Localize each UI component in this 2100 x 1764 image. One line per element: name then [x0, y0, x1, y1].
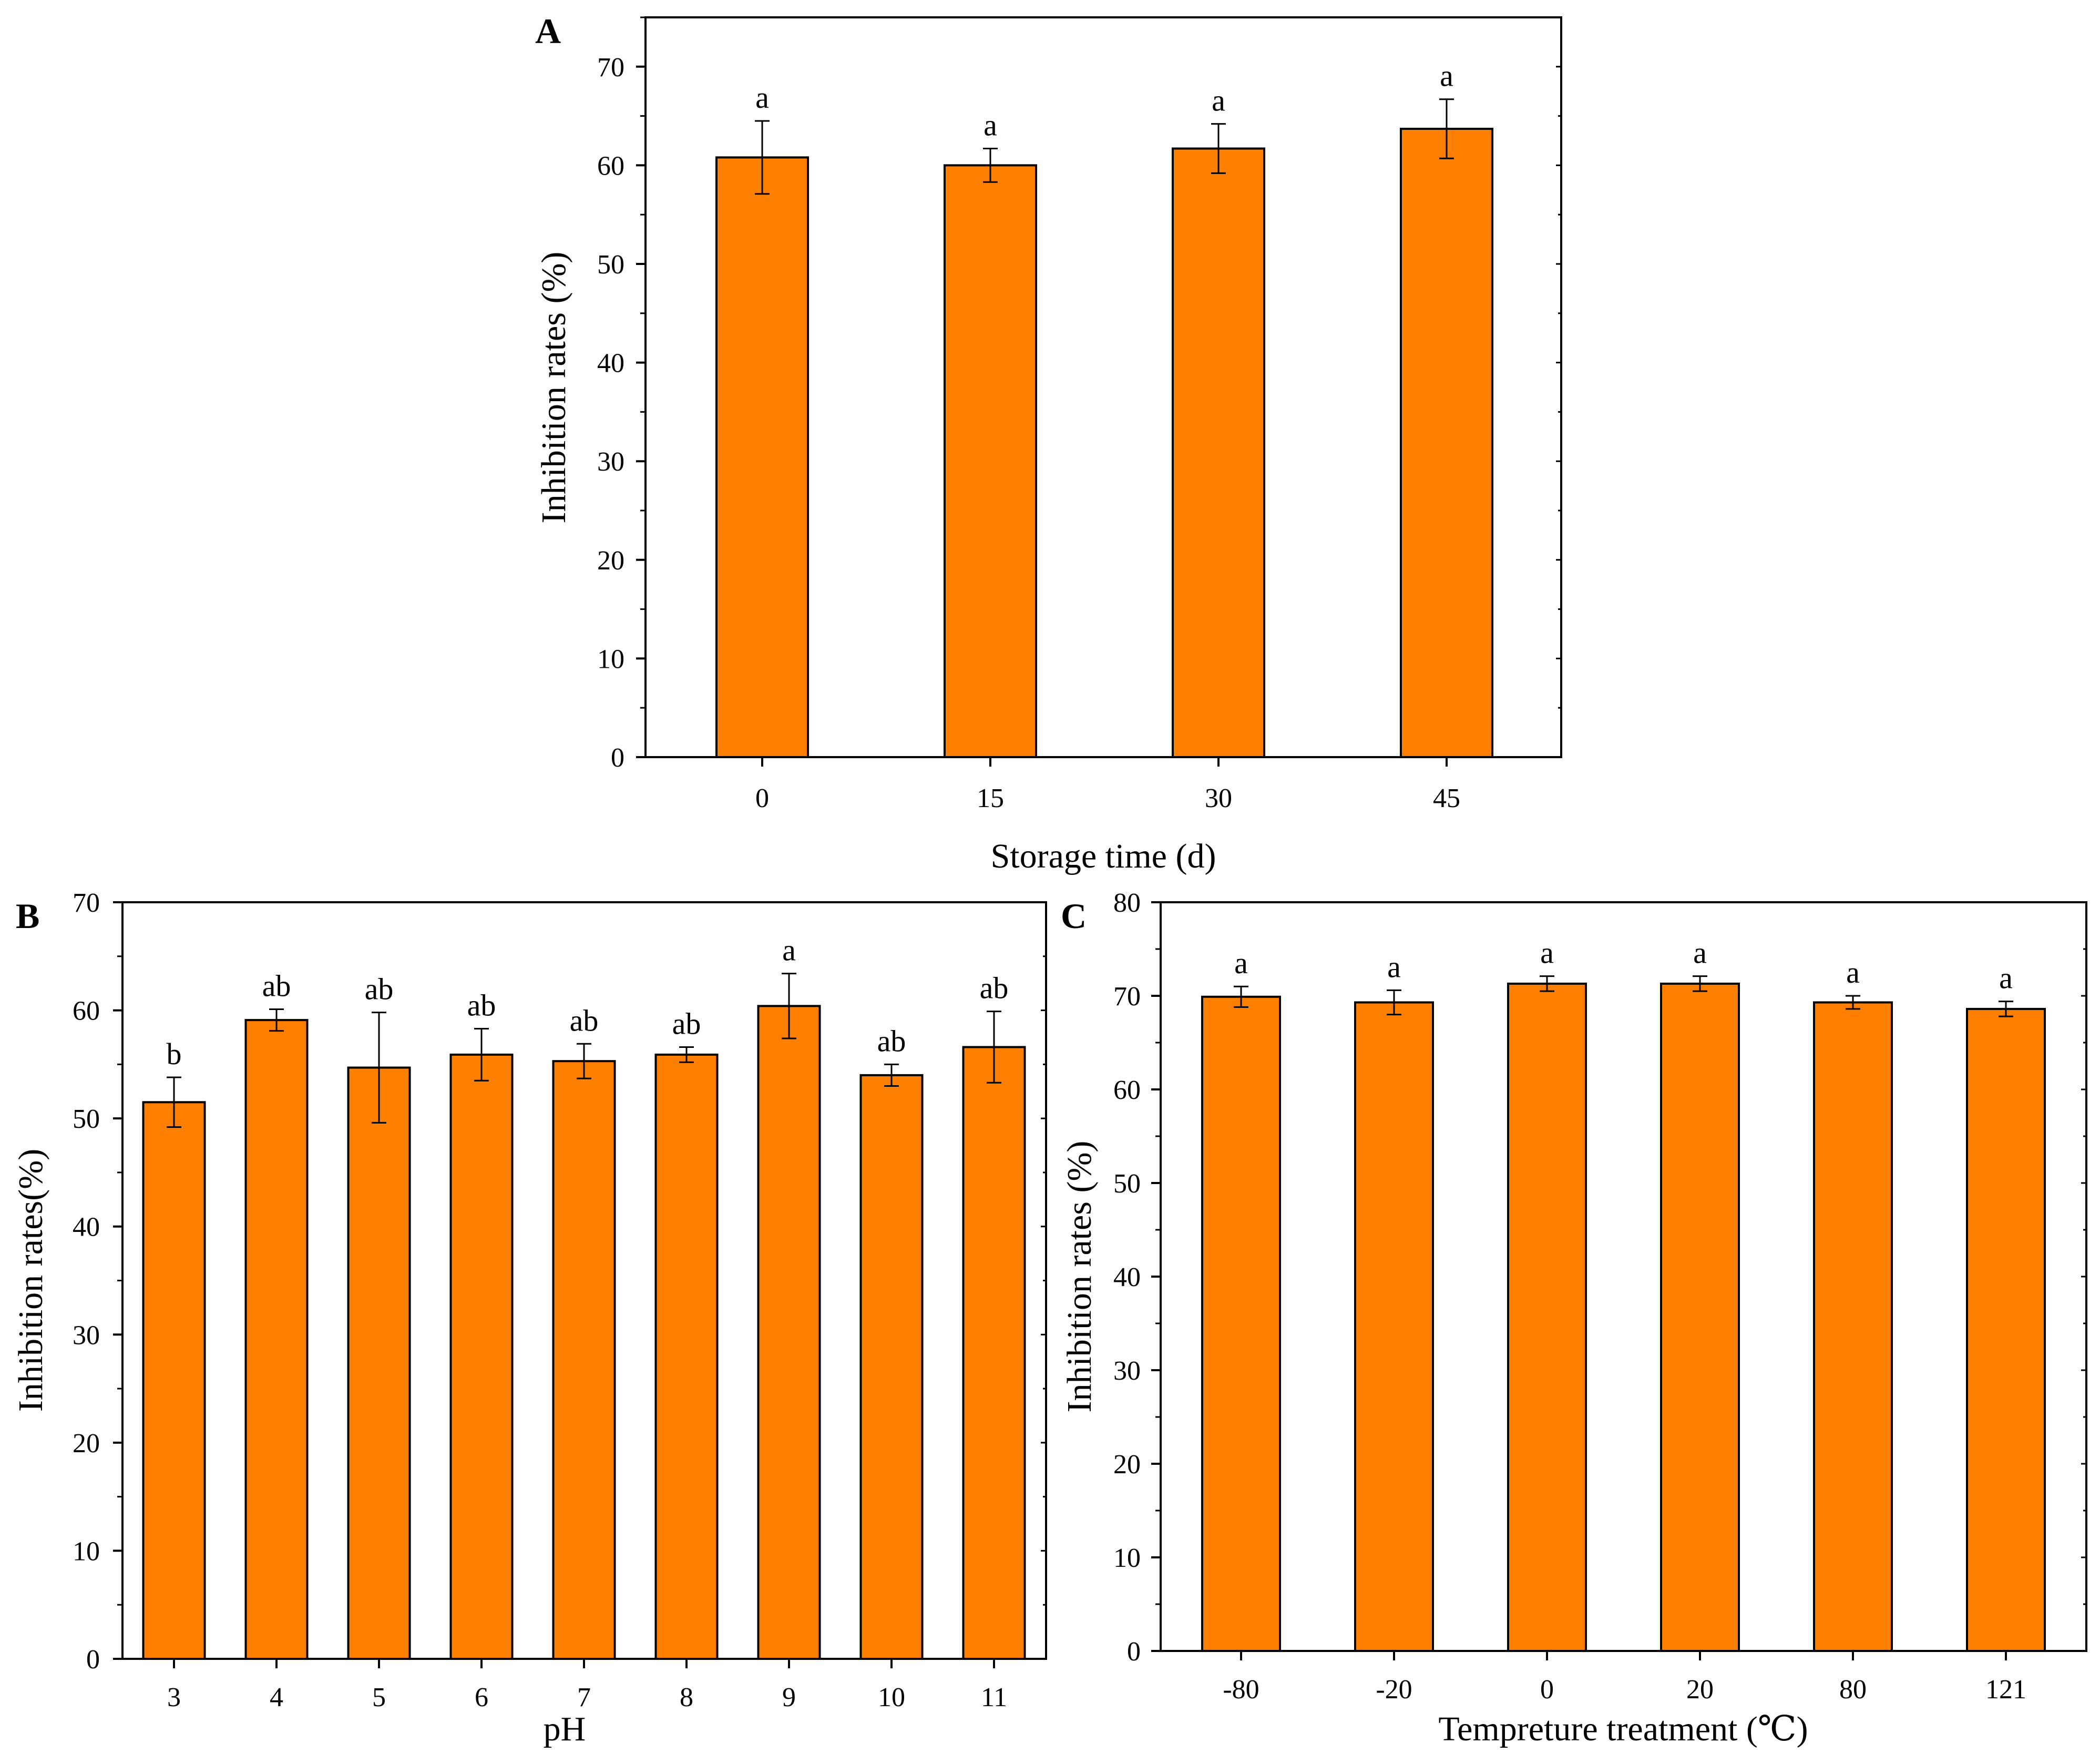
chart-b-y-tick-label: 40 [73, 1212, 100, 1242]
chart-c-significance-label: a [1693, 936, 1707, 970]
chart-a-significance-label: a [984, 108, 997, 142]
chart-b-significance-label: ab [467, 988, 496, 1023]
chart-c-significance-label: a [1540, 936, 1554, 970]
chart-c-significance-label: a [1846, 955, 1860, 990]
chart-b-x-tick-label: 9 [782, 1683, 796, 1712]
chart-b-significance-label: ab [365, 972, 394, 1006]
chart-c-y-tick-label: 0 [1127, 1637, 1141, 1667]
chart-a-y-tick-label: 0 [611, 743, 624, 773]
chart-a-y-tick-label: 50 [597, 250, 624, 280]
chart-b-bar [654, 1053, 719, 1660]
chart-c-y-axis-title: Inhibition rates (%) [1060, 1141, 1099, 1413]
chart-a-y-tick-label: 40 [597, 349, 624, 379]
chart-c-y-tick-label: 80 [1113, 888, 1141, 918]
chart-a-bar [715, 156, 809, 759]
chart-a-y-tick-label: 70 [597, 53, 624, 83]
chart-c-panel: a -80 a -20 a 0 a 20 a 80 a 121 0 10 20 30 40 50 60 70 80 Tem… [1060, 888, 2087, 1748]
chart-b-y-axis-title: Inhibition rates(%) [12, 1149, 50, 1412]
chart-a-bar [1400, 127, 1493, 758]
chart-c-significance-label: a [1999, 961, 2013, 995]
chart-c-x-tick-label: 80 [1839, 1675, 1867, 1705]
chart-b-x-tick-label: 11 [981, 1683, 1007, 1712]
chart-b-bar [244, 1019, 309, 1660]
chart-a-y-tick-label: 60 [597, 151, 624, 181]
chart-b-x-tick-label: 6 [475, 1683, 488, 1712]
chart-a-bar [1172, 147, 1265, 758]
chart-b-significance-label: ab [877, 1024, 906, 1058]
chart-b-significance-label: ab [980, 971, 1009, 1005]
chart-a-bar [944, 164, 1037, 758]
chart-c-y-tick-label: 10 [1113, 1543, 1141, 1573]
chart-a-significance-label: a [1440, 59, 1453, 93]
chart-c-y-tick-label: 20 [1113, 1450, 1141, 1480]
chart-a-y-tick-label: 20 [597, 546, 624, 576]
chart-a-x-axis-title: Storage time (d) [991, 837, 1216, 875]
chart-c-significance-label: a [1387, 950, 1401, 984]
chart-a-x-tick-label: 30 [1205, 783, 1232, 813]
chart-c-x-tick-label: 20 [1686, 1675, 1714, 1705]
chart-c-y-tick-label: 60 [1113, 1075, 1141, 1105]
chart-a-axes-frame [644, 16, 1562, 758]
chart-b-significance-label: ab [672, 1006, 701, 1041]
chart-b-bar [859, 1074, 924, 1660]
chart-c-axes-frame [1160, 901, 2087, 1652]
chart-b-x-tick-label: 3 [167, 1683, 181, 1712]
chart-b-bar [552, 1060, 616, 1660]
chart-b-bar [962, 1046, 1026, 1660]
chart-c-bar [1813, 1001, 1893, 1652]
chart-b-x-axis-title: pH [544, 1710, 586, 1748]
chart-b-x-tick-label: 7 [577, 1683, 591, 1712]
chart-b-significance-label: ab [570, 1003, 599, 1037]
chart-a-x-tick-label: 15 [977, 783, 1004, 813]
chart-c-x-tick-label: 121 [1985, 1675, 2026, 1705]
chart-c-panel-letter: C [1061, 896, 1087, 936]
chart-a-significance-label: a [755, 80, 769, 115]
chart-c-bar [1660, 982, 1740, 1652]
chart-a-significance-label: a [1212, 84, 1225, 118]
chart-a-x-tick-label: 0 [755, 783, 769, 813]
chart-b-bar [347, 1066, 411, 1660]
chart-b-y-tick-label: 20 [73, 1429, 100, 1459]
chart-b-significance-label: a [782, 933, 796, 967]
chart-c-x-tick-label: -20 [1376, 1675, 1412, 1705]
chart-b-y-tick-label: 10 [73, 1536, 100, 1566]
chart-b-x-tick-label: 4 [270, 1683, 283, 1712]
chart-c-x-tick-label: -80 [1223, 1675, 1259, 1705]
chart-c-y-tick-label: 50 [1113, 1169, 1141, 1199]
chart-c-x-axis-title: Tempreture treatment (℃) [1438, 1710, 1808, 1748]
chart-b-y-tick-label: 60 [73, 996, 100, 1026]
chart-b-bar [757, 1005, 821, 1660]
chart-c-y-tick-label: 30 [1113, 1356, 1141, 1386]
chart-c-bar [1201, 995, 1281, 1652]
chart-c-y-tick-label: 40 [1113, 1262, 1141, 1292]
chart-a-y-axis-title: Inhibition rates (%) [535, 252, 573, 524]
chart-b-panel: b 3 ab 4 ab 5 ab 6 ab 7 ab 8 a 9 ab 10 ab 11 0 10 20 30 40 50 60… [12, 888, 1047, 1748]
chart-b-x-tick-label: 8 [680, 1683, 693, 1712]
chart-c-y-tick-label: 70 [1113, 982, 1141, 1012]
chart-b-significance-label: b [167, 1037, 182, 1071]
chart-b-y-tick-label: 0 [86, 1645, 100, 1675]
chart-a-panel-letter: A [535, 11, 561, 51]
chart-c-bar [1354, 1001, 1434, 1652]
chart-b-x-tick-label: 10 [878, 1683, 905, 1712]
chart-c-bar [1507, 982, 1587, 1652]
chart-b-x-tick-label: 5 [372, 1683, 386, 1712]
chart-b-y-tick-label: 50 [73, 1104, 100, 1134]
chart-a-y-tick-label: 10 [597, 644, 624, 674]
chart-c-significance-label: a [1234, 946, 1248, 980]
chart-b-y-tick-label: 70 [73, 888, 100, 918]
chart-b-bar [449, 1053, 514, 1660]
chart-a-panel: a 0 a 15 a 30 a 45 0 10 20 30 40 50 60 70 Storage time (… [535, 11, 1562, 875]
chart-b-y-tick-label: 30 [73, 1320, 100, 1350]
chart-a-x-tick-label: 45 [1433, 783, 1460, 813]
chart-b-significance-label: ab [262, 969, 291, 1003]
chart-b-panel-letter: B [16, 896, 39, 936]
chart-c-x-tick-label: 0 [1540, 1675, 1554, 1705]
chart-b-bar [142, 1101, 206, 1660]
chart-a-y-tick-label: 30 [597, 447, 624, 477]
chart-c-bar [1966, 1007, 2046, 1652]
